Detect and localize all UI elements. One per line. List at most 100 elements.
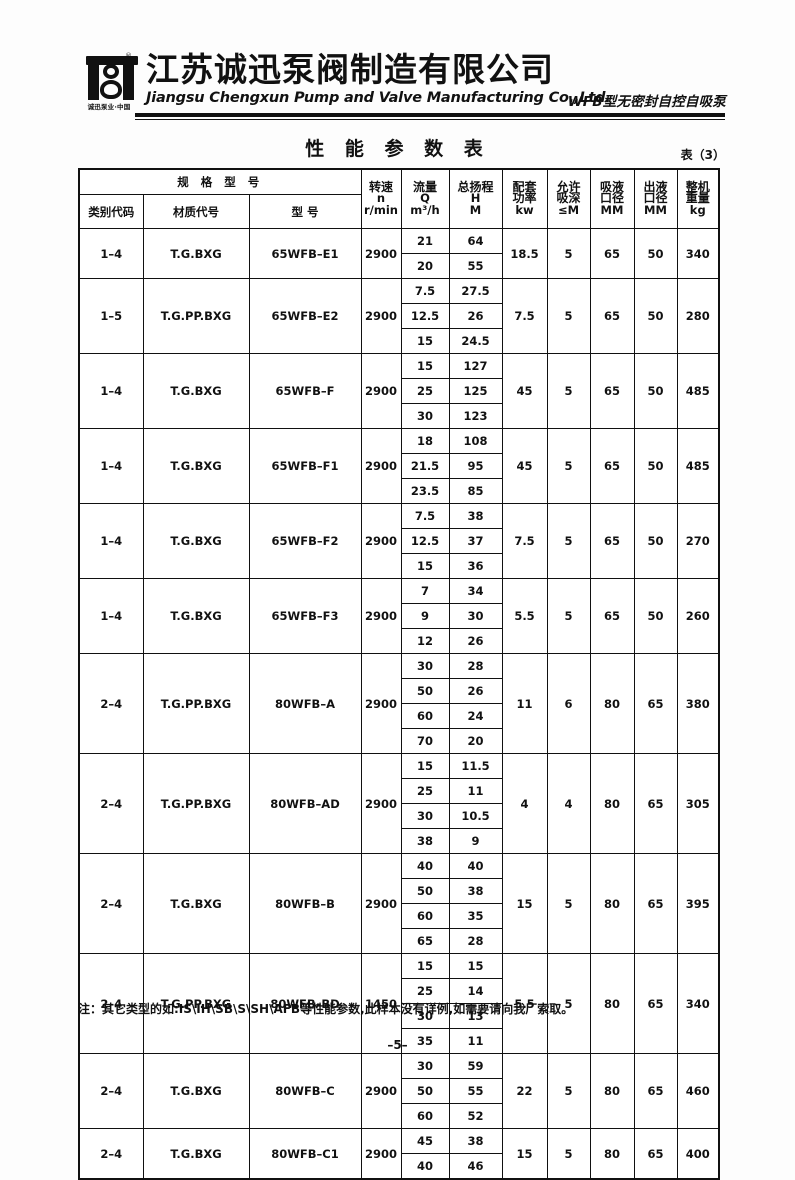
- row-power: 45: [501, 428, 548, 504]
- row-weight: 270: [676, 503, 720, 579]
- header-head-unit: M: [469, 202, 482, 217]
- row-flow-value: 30: [400, 1003, 450, 1029]
- row-suction-depth: 4: [546, 753, 591, 854]
- header-speed: 转速 n r/min: [360, 168, 402, 229]
- header-suction: 允许 吸深 ≤M: [546, 168, 591, 229]
- performance-parameter-table: 规 格 型 号 转速 n r/min 流量 Q m³/h 总扬程 H M: [78, 168, 720, 1180]
- row-head-value: 46: [448, 1153, 503, 1180]
- header-spec-group: 规 格 型 号: [78, 168, 362, 195]
- header-speed-unit: r/min: [364, 202, 398, 217]
- row-flow-value: 30: [400, 803, 450, 829]
- row-speed: 2900: [360, 1053, 402, 1129]
- row-suction-depth: 5: [546, 428, 591, 504]
- row-power: 15: [501, 853, 548, 954]
- row-outlet-diameter: 50: [633, 278, 678, 354]
- header-weight-cn2: 重量: [685, 191, 710, 206]
- row-material-code: T.G.BXG: [142, 353, 250, 429]
- row-head-value: 24.5: [448, 328, 503, 354]
- row-category-code: 2–4: [78, 753, 144, 854]
- row-head-value: 52: [448, 1103, 503, 1129]
- row-head-value: 38: [448, 1128, 503, 1154]
- table-row: 1–4 T.G.BXG 65WFB–F2 2900 7.5 38 7.5 5 65 50 270: [78, 503, 720, 579]
- row-model: 65WFB–F3: [248, 578, 362, 654]
- header-weight-cn: 整机: [685, 179, 710, 194]
- footnote: 注：其它类型的如:IS\IH\SB\S\SH\AFB等性能参数,此样本没有详例,…: [78, 1002, 574, 1016]
- row-suction-depth: 5: [546, 953, 591, 1054]
- row-speed: 2900: [360, 228, 402, 279]
- row-power: 45: [501, 353, 548, 429]
- row-inlet-diameter: 65: [589, 278, 635, 354]
- row-material-code: T.G.PP.BXG: [142, 953, 250, 1054]
- row-head-value: 55: [448, 253, 503, 279]
- row-head-value: 38: [448, 503, 503, 529]
- row-head-value: 26: [448, 303, 503, 329]
- row-speed: 2900: [360, 1128, 402, 1180]
- table-row: 2–4 T.G.PP.BXG 80WFB–A 2900 30 28 11 6 80 65 380: [78, 653, 720, 754]
- row-head-value: 35: [448, 903, 503, 929]
- row-head-value: 64: [448, 228, 503, 254]
- table-row: 60 35: [79, 903, 719, 929]
- table-body: 1–4 T.G.BXG 65WFB–E1 2900 21 64 18.5 5 65 50 340 20…: [78, 228, 720, 1180]
- row-head-value: 125: [448, 378, 503, 404]
- row-category-code: 1–4: [78, 228, 144, 279]
- row-outlet-diameter: 50: [633, 503, 678, 579]
- row-power: 7.5: [501, 278, 548, 354]
- row-suction-depth: 5: [546, 503, 591, 579]
- row-weight: 395: [676, 853, 720, 954]
- row-flow-value: 38: [400, 828, 450, 854]
- row-inlet-diameter: 80: [589, 853, 635, 954]
- row-weight: 260: [676, 578, 720, 654]
- row-weight: 400: [676, 1128, 720, 1180]
- row-material-code: T.G.PP.BXG: [142, 653, 250, 754]
- row-flow-value: 25: [400, 778, 450, 804]
- row-head-value: 40: [448, 853, 503, 879]
- row-head-value: 38: [448, 878, 503, 904]
- row-head-value: 28: [448, 653, 503, 679]
- row-flow-value: 60: [400, 703, 450, 729]
- row-outlet-diameter: 65: [633, 853, 678, 954]
- row-model: 65WFB–F2: [248, 503, 362, 579]
- header-outlet-cn: 出液: [643, 179, 668, 194]
- table-number-label: 表（3）: [680, 148, 725, 162]
- header-category-code: 类别代码: [78, 194, 144, 229]
- table-row: 25 11: [79, 778, 719, 804]
- table-row: 30 10.5: [79, 803, 719, 829]
- row-flow-value: 70: [400, 728, 450, 754]
- row-suction-depth: 5: [546, 353, 591, 429]
- row-model: 65WFB–F1: [248, 428, 362, 504]
- row-head-value: 15: [448, 953, 503, 979]
- table-row: 23.5 85: [79, 478, 719, 504]
- row-head-value: 55: [448, 1078, 503, 1104]
- row-flow-value: 50: [400, 878, 450, 904]
- table-row: 25 14: [79, 978, 719, 1004]
- row-head-value: 108: [448, 428, 503, 454]
- row-head-value: 95: [448, 453, 503, 479]
- header-outlet: 出液 口径 MM: [633, 168, 678, 229]
- row-flow-value: 50: [400, 1078, 450, 1104]
- row-speed: 2900: [360, 278, 402, 354]
- table-row: 21.5 95: [79, 453, 719, 479]
- company-logo: ® 诚迅泵业·中国: [78, 52, 140, 114]
- row-suction-depth: 6: [546, 653, 591, 754]
- row-head-value: 127: [448, 353, 503, 379]
- header-outlet-cn2: 口径: [643, 191, 668, 206]
- row-flow-value: 7: [400, 578, 450, 604]
- table-row: 30 13: [79, 1003, 719, 1029]
- header-material-code: 材质代号: [142, 194, 250, 229]
- row-power: 18.5: [501, 228, 548, 279]
- header-head-symbol: H: [470, 191, 481, 206]
- row-flow-value: 40: [400, 853, 450, 879]
- header-head-cn: 总扬程: [457, 179, 494, 194]
- row-flow-value: 35: [400, 1028, 450, 1054]
- row-head-value: 34: [448, 578, 503, 604]
- row-outlet-diameter: 50: [633, 578, 678, 654]
- company-name-english: Jiangsu Chengxun Pump and Valve Manufact…: [146, 90, 611, 106]
- row-material-code: T.G.PP.BXG: [142, 753, 250, 854]
- row-outlet-diameter: 50: [633, 353, 678, 429]
- row-head-value: 9: [448, 828, 503, 854]
- table-head: 规 格 型 号 转速 n r/min 流量 Q m³/h 总扬程 H M: [78, 168, 720, 229]
- row-flow-value: 30: [400, 653, 450, 679]
- table-row: 1–4 T.G.BXG 65WFB–F3 2900 7 34 5.5 5 65 50 260: [78, 578, 720, 654]
- table-row: 38 9: [79, 828, 719, 854]
- row-flow-value: 20: [400, 253, 450, 279]
